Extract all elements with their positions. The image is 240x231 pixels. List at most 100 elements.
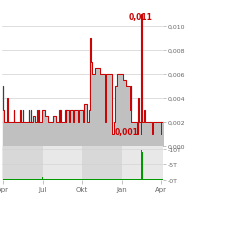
Bar	[70, 179, 71, 180]
Bar	[96, 179, 97, 180]
Bar	[147, 179, 148, 180]
Bar	[4, 179, 5, 180]
Bar	[157, 179, 158, 180]
Bar	[35, 179, 36, 180]
Bar	[158, 179, 159, 180]
Bar	[94, 179, 95, 180]
Bar	[41, 179, 42, 180]
Bar	[149, 179, 150, 180]
Bar	[154, 179, 155, 180]
Bar	[64, 179, 65, 180]
Bar	[29, 179, 30, 180]
Bar	[150, 179, 151, 180]
Bar	[24, 179, 25, 180]
Bar	[16, 179, 17, 180]
Bar	[98, 179, 99, 180]
Bar	[155, 179, 156, 180]
Bar	[80, 179, 81, 180]
Bar	[21, 179, 22, 180]
Bar	[90, 179, 91, 180]
Bar	[56, 179, 57, 180]
Bar	[71, 179, 72, 180]
Bar	[122, 179, 123, 180]
Bar	[130, 179, 131, 180]
Bar	[67, 179, 68, 180]
Bar	[19, 179, 20, 180]
Bar	[125, 179, 126, 180]
Bar	[78, 179, 79, 180]
Bar	[39, 179, 40, 180]
Text: 0,011: 0,011	[129, 13, 153, 22]
Bar	[143, 179, 144, 180]
Bar	[77, 179, 78, 180]
Bar	[161, 179, 162, 180]
Bar	[50, 179, 51, 180]
Bar	[141, 151, 142, 180]
Bar	[47, 179, 48, 180]
Bar	[107, 179, 108, 180]
Bar	[105, 179, 106, 180]
Bar	[42, 178, 43, 180]
Bar	[82, 146, 122, 180]
Bar	[119, 179, 120, 180]
Bar	[75, 179, 76, 180]
Bar	[12, 179, 13, 180]
Bar	[10, 179, 11, 180]
Bar	[17, 179, 18, 180]
Bar	[117, 179, 118, 180]
Bar	[62, 179, 63, 180]
Bar	[40, 179, 41, 180]
Bar	[112, 179, 113, 180]
Bar	[133, 179, 134, 180]
Bar	[120, 179, 121, 180]
Bar	[13, 179, 14, 180]
Bar	[116, 179, 117, 180]
Bar	[142, 152, 143, 180]
Bar	[31, 179, 32, 180]
Bar	[79, 179, 80, 180]
Bar	[58, 179, 59, 180]
Bar	[87, 179, 88, 180]
Bar	[5, 179, 6, 180]
Bar	[3, 146, 43, 180]
Bar	[14, 179, 15, 180]
Bar	[83, 179, 84, 180]
Bar	[63, 179, 64, 180]
Bar	[148, 179, 149, 180]
Bar	[27, 179, 28, 180]
Bar	[84, 179, 85, 180]
Bar	[156, 179, 157, 180]
Bar	[76, 179, 77, 180]
Bar	[111, 179, 112, 180]
Bar	[151, 179, 152, 180]
Bar	[46, 179, 47, 180]
Bar	[134, 179, 135, 180]
Bar	[32, 179, 33, 180]
Bar	[152, 179, 153, 180]
Bar	[18, 179, 19, 180]
Bar	[138, 179, 139, 180]
Bar	[144, 179, 145, 180]
Bar	[139, 179, 140, 180]
Bar	[92, 179, 93, 180]
Bar	[159, 179, 160, 180]
Bar	[137, 179, 138, 180]
Bar	[15, 179, 16, 180]
Bar	[44, 179, 45, 180]
Bar	[123, 179, 124, 180]
Bar	[33, 179, 34, 180]
Bar	[11, 179, 12, 180]
Bar	[43, 179, 44, 180]
Bar	[106, 179, 107, 180]
Bar	[26, 179, 27, 180]
Bar	[136, 179, 137, 180]
Bar	[8, 179, 9, 180]
Bar	[93, 179, 94, 180]
Bar	[52, 179, 53, 180]
Bar	[101, 179, 102, 180]
Bar	[104, 179, 105, 180]
Bar	[23, 179, 24, 180]
Bar	[66, 179, 67, 180]
Bar	[69, 179, 70, 180]
Bar	[74, 179, 75, 180]
